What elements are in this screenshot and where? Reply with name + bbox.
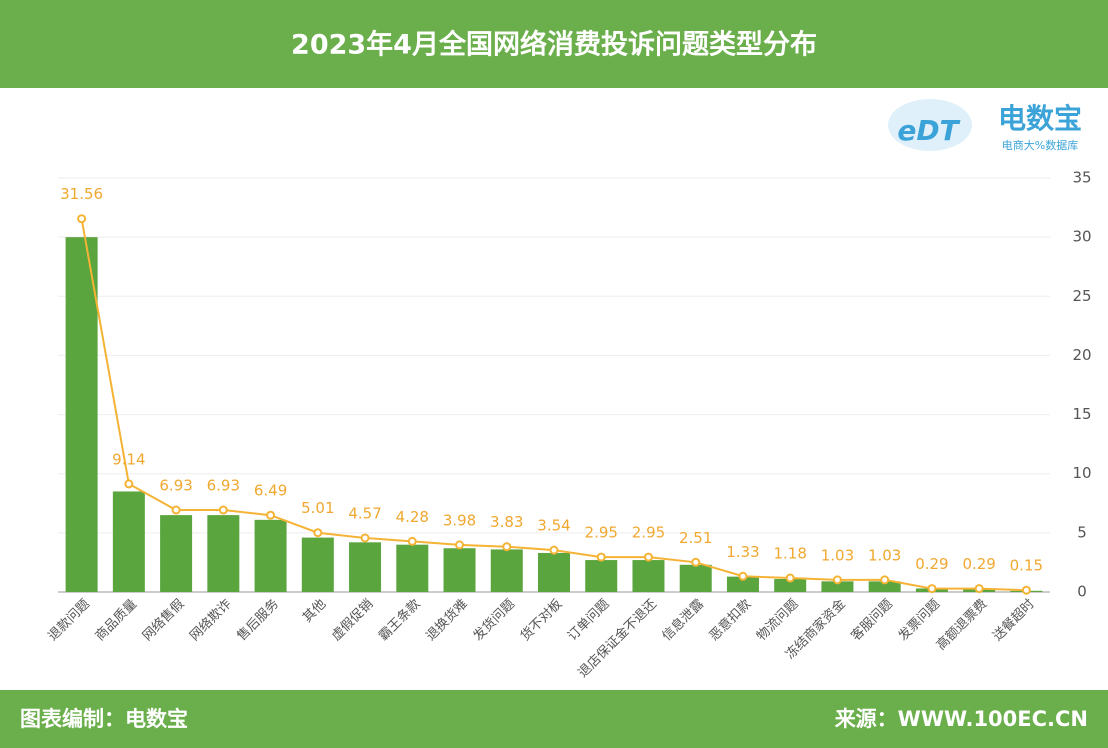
point xyxy=(77,214,87,224)
bar xyxy=(396,544,429,592)
value-label: 0.29 xyxy=(962,555,995,573)
bar xyxy=(774,578,807,592)
value-label: 1.03 xyxy=(821,546,854,564)
value-label: 4.57 xyxy=(348,504,381,522)
value-label: 0.29 xyxy=(915,555,948,573)
point xyxy=(880,575,890,585)
logo-cloud xyxy=(888,99,972,151)
value-label: 4.28 xyxy=(396,508,429,526)
bar xyxy=(538,552,570,592)
point xyxy=(171,505,181,515)
value-label: 6.93 xyxy=(159,477,192,495)
y-tick-label: 30 xyxy=(1072,228,1091,246)
bar xyxy=(207,515,240,592)
bar xyxy=(679,564,712,592)
point xyxy=(691,557,701,567)
point xyxy=(643,552,653,562)
value-label: 1.18 xyxy=(773,545,806,563)
footer-left: 图表编制：电数宝 xyxy=(20,707,188,731)
y-tick-label: 20 xyxy=(1072,346,1091,364)
logo: eDT 电数宝 电商大%数据库 xyxy=(888,99,1082,152)
bar xyxy=(490,549,523,592)
point xyxy=(927,584,937,594)
value-label: 2.95 xyxy=(632,524,665,542)
bar xyxy=(65,237,98,592)
value-label: 9.14 xyxy=(112,450,145,468)
point xyxy=(1021,585,1031,595)
logo-brand: 电数宝 xyxy=(998,102,1082,135)
value-label: 3.83 xyxy=(490,513,523,531)
value-label: 5.01 xyxy=(301,499,334,517)
point xyxy=(266,510,276,520)
footer-band xyxy=(0,690,1108,748)
value-label: 31.56 xyxy=(60,185,103,203)
y-tick-label: 35 xyxy=(1072,169,1091,187)
bar xyxy=(254,519,287,592)
value-label: 1.03 xyxy=(868,546,901,564)
y-tick-label: 0 xyxy=(1077,583,1087,601)
point xyxy=(218,505,228,515)
bar xyxy=(868,581,901,592)
y-tick-label: 10 xyxy=(1072,464,1091,482)
logo-tagline: 电商大%数据库 xyxy=(1002,138,1078,152)
logo-mark: eDT xyxy=(897,114,960,147)
bar xyxy=(443,548,476,592)
bar xyxy=(632,560,665,592)
value-label: 3.54 xyxy=(537,517,570,535)
value-label: 6.93 xyxy=(207,477,240,495)
value-label: 2.95 xyxy=(585,524,618,542)
chart-title: 2023年4月全国网络消费投诉问题类型分布 xyxy=(291,29,817,61)
bar xyxy=(349,542,382,592)
point xyxy=(974,584,984,594)
bar xyxy=(585,560,618,592)
bar xyxy=(726,576,759,592)
bar xyxy=(112,491,145,592)
point xyxy=(738,571,748,581)
y-tick-label: 25 xyxy=(1072,287,1091,305)
value-label: 0.15 xyxy=(1010,557,1043,575)
y-tick-label: 15 xyxy=(1072,405,1091,423)
y-tick-label: 5 xyxy=(1077,523,1087,541)
header-band xyxy=(0,0,1108,88)
point xyxy=(549,545,559,555)
value-label: 6.49 xyxy=(254,482,287,500)
point xyxy=(407,536,417,546)
bar xyxy=(821,581,854,592)
point xyxy=(455,540,465,550)
point xyxy=(502,542,512,552)
point xyxy=(785,573,795,583)
value-label: 2.51 xyxy=(679,529,712,547)
bar xyxy=(301,537,334,592)
point xyxy=(313,528,323,538)
point xyxy=(124,479,134,489)
value-label: 3.98 xyxy=(443,511,476,529)
point xyxy=(832,575,842,585)
footer-right: 来源：WWW.100EC.CN xyxy=(835,707,1088,731)
value-label: 1.33 xyxy=(726,543,759,561)
bar xyxy=(160,515,193,592)
point xyxy=(596,552,606,562)
point xyxy=(360,533,370,543)
